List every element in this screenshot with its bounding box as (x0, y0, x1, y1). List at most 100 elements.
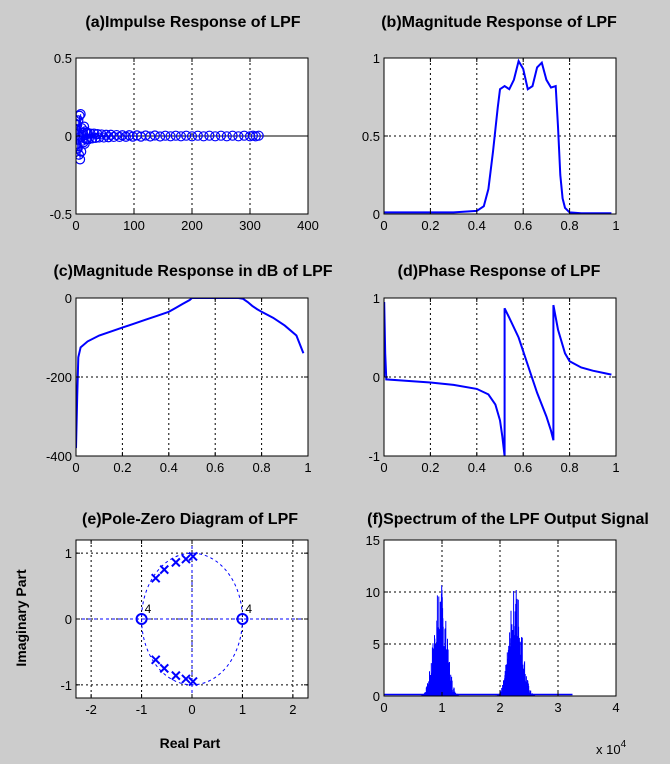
panel-c-xtick-label-0: 0 (72, 460, 79, 475)
panel-e-pole-1-stroke-b (159, 564, 169, 575)
panel-f-plot-area: 0 1 2 3 4 0 5 10 15 (366, 533, 620, 715)
panel-c-xtick-label-1: 0.2 (113, 460, 131, 475)
panel-e-ylabel: Imaginary Part (13, 569, 29, 667)
panel-f-ytick-label-3: 15 (366, 533, 380, 548)
panel-a-marker-48 (170, 130, 181, 141)
panel-b-data (384, 58, 612, 214)
panel-b-xtick-label-3: 0.6 (514, 218, 532, 233)
panel-f-ytick-label-1: 5 (373, 637, 380, 652)
panel-e-ytick-label-1: 0 (65, 612, 72, 627)
panel-e-pole-1 (159, 564, 169, 575)
panel-e-pole-7-stroke-b (171, 670, 181, 681)
panel-d-plot-area: 0 0.2 0.4 0.6 0.8 1-101 (368, 291, 619, 475)
panel-e-pole-0-stroke-b (150, 573, 161, 583)
panel-a-data (76, 109, 308, 165)
panel-d-title: (d)Phase Response of LPF (398, 263, 601, 280)
panel-a-marker-55 (210, 131, 221, 142)
panel-a-xtick-label-2: 200 (181, 218, 203, 233)
panel-e-pole-6 (159, 663, 169, 674)
panel-b-series-line (384, 58, 612, 214)
panel-f-axes-background (384, 540, 616, 696)
panel-e-pole-5-stroke-b (150, 655, 161, 665)
panel-e-pole-4-stroke-b (188, 551, 198, 562)
panel-f-xtick-label-4: 4 (612, 700, 619, 715)
panel-c-xtick-label-3: 0.6 (206, 460, 224, 475)
panel-a-ytick-label-2: 0.5 (54, 51, 72, 66)
panel-f-xtick-label-3: 3 (554, 700, 561, 715)
panel-e-pole-zero: (e)Pole-Zero Diagram of LPF Real Part Im… (13, 511, 309, 751)
panel-e-pole-0 (150, 573, 161, 583)
panel-a-marker-43 (145, 131, 156, 142)
panel-d-data (384, 301, 612, 456)
panel-c-xtick-label-5: 1 (304, 460, 311, 475)
panel-d-xtick-label-0: 0 (380, 460, 387, 475)
panel-a-marker-59 (233, 131, 244, 142)
panel-e-xtick-label-4: 2 (289, 702, 296, 717)
panel-f-xtick-label-2: 2 (496, 700, 503, 715)
panel-e-pole-3-stroke-b (181, 554, 191, 564)
panel-c-title: (c)Magnitude Response in dB of LPF (53, 263, 332, 280)
panel-a-marker-64 (253, 130, 264, 141)
panel-e-ytick-label-2: 1 (65, 546, 72, 561)
panel-a-marker-50 (181, 130, 192, 141)
panel-b-xtick-label-2: 0.4 (468, 218, 486, 233)
panel-e-plot-area: 4 4 -2 -1 0 1 2 -1 0 1 (60, 539, 309, 717)
panel-d-series-line (384, 301, 612, 456)
panel-a-marker-53 (198, 131, 209, 142)
panel-e-pole-9-stroke-b (188, 676, 198, 687)
panel-b-magnitude-response: (b)Magnitude Response of LPF 0 0.2 0.4 0.6 0… (362, 14, 620, 233)
panel-e-xtick-label-0: -2 (85, 702, 97, 717)
panel-f-xtick-label-1: 1 (438, 700, 445, 715)
panel-a-marker-57 (221, 131, 232, 142)
panel-d-xtick-label-1: 0.2 (421, 460, 439, 475)
panel-a-ytick-label-0: -0.5 (50, 207, 72, 222)
panel-d-xtick-label-5: 1 (612, 460, 619, 475)
panel-a-marker-39 (127, 131, 138, 142)
panel-a-marker-47 (165, 131, 176, 142)
panel-e-pole-7 (171, 670, 181, 681)
panel-e-zero-0 (135, 613, 148, 625)
panel-a-marker-45 (155, 131, 166, 142)
panel-a-xtick-label-0: 0 (72, 218, 79, 233)
panel-b-xtick-label-0: 0 (380, 218, 387, 233)
panel-e-pole-4 (188, 551, 198, 562)
panel-c-xtick-label-2: 0.4 (160, 460, 178, 475)
panel-e-ytick-label-0: -1 (60, 678, 72, 693)
panel-f-xtick-label-0: 0 (380, 700, 387, 715)
panel-a-marker-13 (78, 137, 89, 148)
panel-e-pole-8-stroke-b (181, 674, 191, 684)
panel-d-xtick-label-2: 0.4 (468, 460, 486, 475)
panel-a-marker-14 (79, 121, 90, 132)
panel-d-xtick-label-3: 0.6 (514, 460, 532, 475)
panel-e-zero-label-0: 4 (145, 602, 152, 616)
panel-e-data (76, 540, 308, 698)
panel-a-marker-3 (76, 143, 83, 154)
panel-a-title: (a)Impulse Response of LPF (85, 14, 300, 31)
panel-a-xtick-label-3: 300 (239, 218, 261, 233)
panel-e-xtick-label-3: 1 (239, 702, 246, 717)
panel-a-marker-49 (175, 131, 187, 142)
panel-f-title: (f)Spectrum of the LPF Output Signal (367, 511, 649, 528)
panel-e-xtick-label-1: -1 (136, 702, 148, 717)
panel-a-marker-35 (114, 131, 125, 143)
panel-e-pole-5 (150, 655, 161, 665)
panel-b-ytick-label-0: 0 (373, 207, 380, 222)
panel-e-pole-9 (188, 676, 198, 687)
panel-a-impulse-response: (a)Impulse Response of LPF 0 100 200 300 400… (50, 14, 319, 233)
panel-f-multiplier-exponent: 4 (621, 739, 627, 750)
panel-d-ytick-label-2: 1 (373, 291, 380, 306)
panel-d-ytick-label-1: 0 (373, 370, 380, 385)
panel-f-ytick-label-2: 10 (366, 585, 380, 600)
panel-c-data (76, 298, 305, 449)
panel-a-marker-29 (98, 132, 109, 143)
panel-a-marker-46 (160, 130, 171, 141)
panel-e-pole-3 (181, 554, 191, 564)
panel-a-marker-52 (192, 130, 203, 141)
panel-a-marker-7 (76, 154, 86, 165)
panel-e-pole-2-stroke-b (171, 557, 181, 568)
panel-a-marker-5 (76, 149, 84, 160)
panel-b-xtick-label-4: 0.8 (561, 218, 579, 233)
panel-c-plot-area: 0 0.2 0.4 0.6 0.8 1 -400 -200 0 (46, 291, 312, 475)
panel-c-ytick-label-0: -400 (46, 449, 72, 464)
